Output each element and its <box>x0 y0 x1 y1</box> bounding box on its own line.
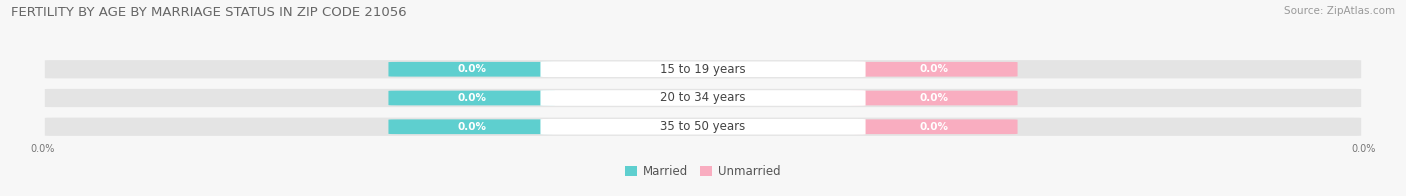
FancyBboxPatch shape <box>388 62 555 77</box>
FancyBboxPatch shape <box>45 89 1361 107</box>
Text: 0.0%: 0.0% <box>920 64 949 74</box>
FancyBboxPatch shape <box>388 91 555 105</box>
Text: 35 to 50 years: 35 to 50 years <box>661 120 745 133</box>
FancyBboxPatch shape <box>388 119 555 134</box>
FancyBboxPatch shape <box>540 119 866 134</box>
Text: 0.0%: 0.0% <box>457 122 486 132</box>
Text: FERTILITY BY AGE BY MARRIAGE STATUS IN ZIP CODE 21056: FERTILITY BY AGE BY MARRIAGE STATUS IN Z… <box>11 6 406 19</box>
FancyBboxPatch shape <box>45 118 1361 136</box>
Text: 0.0%: 0.0% <box>457 64 486 74</box>
FancyBboxPatch shape <box>851 62 1018 77</box>
FancyBboxPatch shape <box>851 91 1018 105</box>
FancyBboxPatch shape <box>540 62 866 77</box>
Text: 0.0%: 0.0% <box>920 93 949 103</box>
Text: 15 to 19 years: 15 to 19 years <box>661 63 745 76</box>
Text: 0.0%: 0.0% <box>457 93 486 103</box>
Text: 20 to 34 years: 20 to 34 years <box>661 92 745 104</box>
Legend: Married, Unmarried: Married, Unmarried <box>620 160 786 183</box>
Text: Source: ZipAtlas.com: Source: ZipAtlas.com <box>1284 6 1395 16</box>
FancyBboxPatch shape <box>540 90 866 106</box>
FancyBboxPatch shape <box>45 60 1361 78</box>
FancyBboxPatch shape <box>851 119 1018 134</box>
Text: 0.0%: 0.0% <box>920 122 949 132</box>
